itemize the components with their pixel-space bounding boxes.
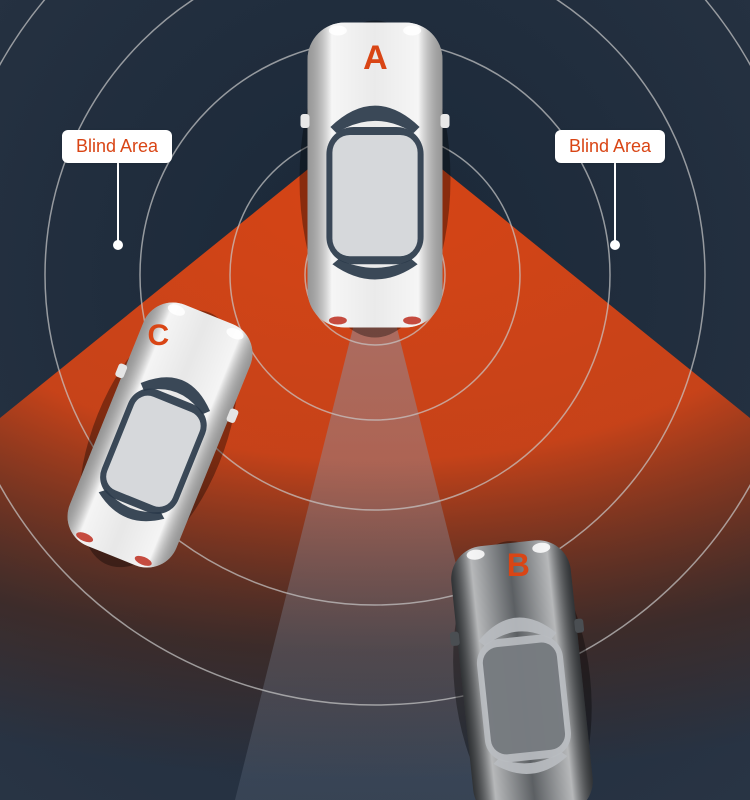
blind-area-callout-dot-right — [610, 240, 620, 250]
blind-area-callout-line-right — [614, 160, 616, 245]
blind-area-label-right: Blind Area — [555, 130, 665, 163]
car-label-c: C — [148, 319, 170, 353]
blind-area-callout-dot-left — [113, 240, 123, 250]
car-label-b: B — [507, 547, 530, 584]
car-label-a: A — [363, 39, 388, 78]
blind-area-label-left: Blind Area — [62, 130, 172, 163]
blind-area-callout-line-left — [117, 160, 119, 245]
